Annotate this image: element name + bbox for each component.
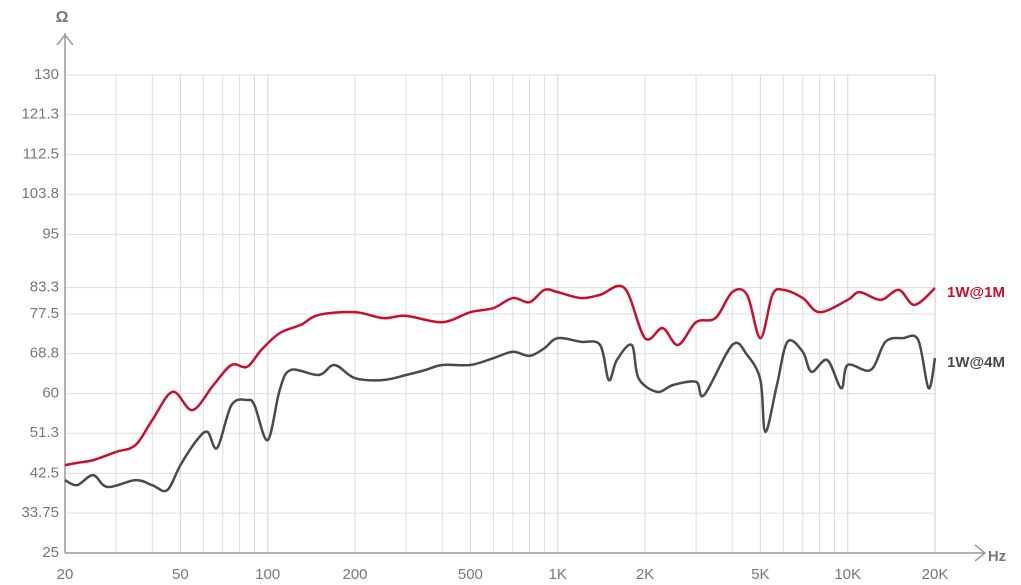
y-tick-label: 25 <box>42 544 59 561</box>
y-tick-label: 103.8 <box>21 185 59 202</box>
y-tick-label: 95 <box>42 225 59 242</box>
series-label: 1W@1M <box>947 284 1005 301</box>
y-tick-label: 77.5 <box>30 305 59 322</box>
y-tick-label: 60 <box>42 385 59 402</box>
y-tick-label: 51.3 <box>30 424 59 441</box>
series-line <box>64 284 936 467</box>
x-tick-label: 200 <box>342 566 367 583</box>
x-tick-label: 20K <box>922 566 949 583</box>
x-axis-label: Hz <box>988 548 1006 565</box>
y-tick-label: 130 <box>34 66 59 83</box>
x-tick-label: 2K <box>636 566 654 583</box>
y-tick-label: 83.3 <box>30 279 59 296</box>
x-tick-label: 100 <box>255 566 280 583</box>
x-tick-label: 1K <box>549 566 567 583</box>
y-tick-label: 68.8 <box>30 345 59 362</box>
y-tick-label: 42.5 <box>30 464 59 481</box>
x-tick-label: 500 <box>458 566 483 583</box>
series-label: 1W@4M <box>947 354 1005 371</box>
x-tick-label: 10K <box>834 566 861 583</box>
axes <box>56 33 987 562</box>
y-tick-label: 121.3 <box>21 106 59 123</box>
x-tick-label: 5K <box>751 566 769 583</box>
y-tick-label: 112.5 <box>23 146 59 163</box>
y-tick-label: 33.75 <box>21 504 59 521</box>
x-tick-label: 20 <box>57 566 74 583</box>
y-axis-label: Ω <box>56 9 69 26</box>
x-tick-label: 50 <box>172 566 189 583</box>
series-line <box>64 334 937 493</box>
